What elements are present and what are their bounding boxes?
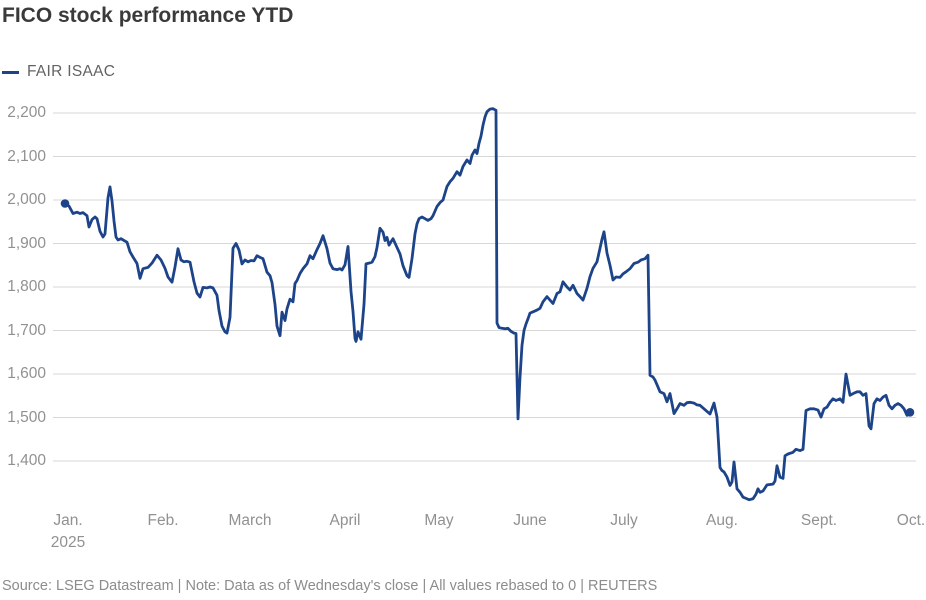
x-tick-label: Feb. xyxy=(147,512,179,529)
y-tick-label: 2,200 xyxy=(7,104,46,121)
source-note: Source: LSEG Datastream | Note: Data as … xyxy=(2,578,658,594)
x-tick-label: March xyxy=(228,512,272,529)
x-tick-label: Sept. xyxy=(800,512,838,529)
y-tick-label: 2,000 xyxy=(7,191,46,208)
y-tick-label: 1,700 xyxy=(7,321,46,339)
series-start-dot xyxy=(60,199,70,208)
y-tick-label: 1,400 xyxy=(7,452,46,469)
x-tick-label: Oct. xyxy=(896,512,926,529)
x-tick-label: June xyxy=(513,512,547,529)
chart-title: FICO stock performance YTD xyxy=(2,4,294,27)
series-end-dot xyxy=(905,408,915,417)
y-tick-label: 1,900 xyxy=(7,234,46,252)
y-tick-label: 1,800 xyxy=(7,278,46,295)
x-tick-label: Jan. xyxy=(53,512,83,529)
y-tick-label: 1,500 xyxy=(7,408,46,426)
legend-series-label: FAIR ISAAC xyxy=(27,63,116,80)
legend-line-swatch-icon xyxy=(2,70,19,74)
x-tick-label: Aug. xyxy=(706,512,738,529)
x-tick-label: April xyxy=(329,512,361,529)
x-axis-year-label: 2025 xyxy=(50,534,86,551)
y-tick-label: 2,100 xyxy=(7,147,46,165)
x-tick-label: May xyxy=(424,512,454,529)
legend: FAIR ISAAC xyxy=(2,63,115,81)
price-line xyxy=(63,107,912,502)
y-tick-label: 1,600 xyxy=(7,365,46,382)
x-tick-label: July xyxy=(610,512,638,529)
